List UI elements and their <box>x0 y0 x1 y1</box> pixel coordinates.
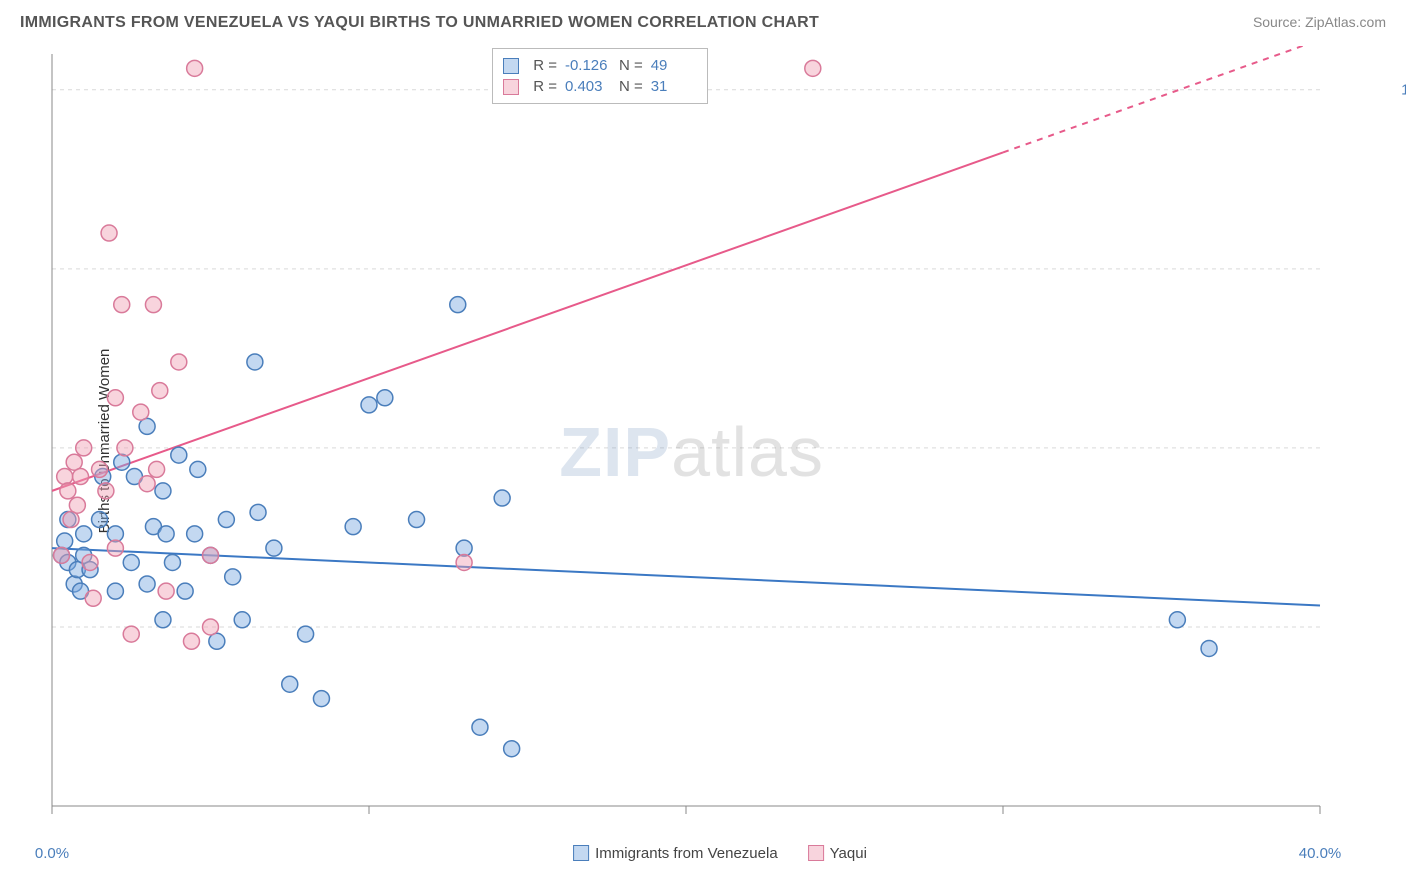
chart-canvas <box>50 46 1390 836</box>
legend-item: Immigrants from Venezuela <box>573 845 778 862</box>
stats-row: R =0.403N =31 <box>503 76 697 97</box>
y-tick-label: 100.0% <box>1401 81 1406 98</box>
legend-swatch <box>808 845 824 861</box>
legend-swatch <box>573 845 589 861</box>
stats-box: R =-0.126N =49R =0.403N =31 <box>492 48 708 104</box>
legend-item: Yaqui <box>808 845 867 862</box>
legend-swatch <box>503 79 519 95</box>
legend-label: Immigrants from Venezuela <box>595 845 778 862</box>
legend: Immigrants from Venezuela Yaqui <box>573 845 867 862</box>
x-tick-label: 40.0% <box>1299 845 1342 862</box>
stats-row: R =-0.126N =49 <box>503 55 697 76</box>
source-credit: Source: ZipAtlas.com <box>1253 14 1386 30</box>
legend-swatch <box>503 58 519 74</box>
page-title: IMMIGRANTS FROM VENEZUELA VS YAQUI BIRTH… <box>20 14 819 32</box>
x-tick-label: 0.0% <box>35 845 69 862</box>
correlation-chart: Births to Unmarried Women ZIPatlas R =-0… <box>50 46 1390 836</box>
legend-label: Yaqui <box>830 845 867 862</box>
